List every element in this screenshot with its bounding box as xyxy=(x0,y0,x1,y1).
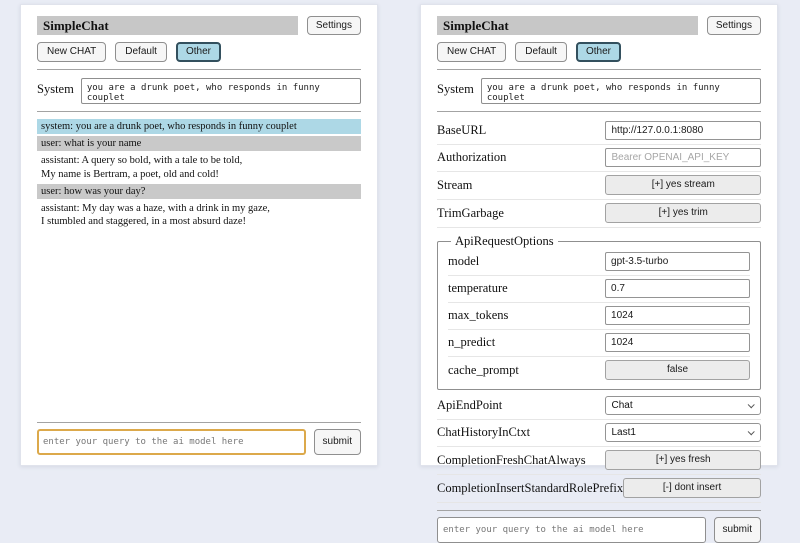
divider xyxy=(437,69,761,70)
query-input[interactable] xyxy=(37,429,306,455)
query-section: submit xyxy=(37,415,361,455)
chat-message-system: system: you are a drunk poet, who respon… xyxy=(37,119,361,135)
authorization-label: Authorization xyxy=(437,150,507,164)
base-url-row: BaseURL xyxy=(437,118,761,145)
session-toolbar: New CHAT Default Other xyxy=(37,42,361,62)
cache-prompt-row: cache_prompt false xyxy=(448,357,750,384)
api-request-options-fieldset: ApiRequestOptions model temperature max_… xyxy=(437,234,761,390)
trim-garbage-toggle-button[interactable]: [+] yes trim xyxy=(605,203,761,223)
stream-row: Stream [+] yes stream xyxy=(437,172,761,200)
session-default-button[interactable]: Default xyxy=(115,42,167,62)
divider xyxy=(437,111,761,112)
chat-history-select[interactable]: Last1 xyxy=(605,423,761,442)
cache-prompt-toggle-button[interactable]: false xyxy=(605,360,750,380)
settings-button[interactable]: Settings xyxy=(706,16,761,35)
stream-label: Stream xyxy=(437,177,473,192)
chevron-down-icon xyxy=(747,401,755,409)
submit-button[interactable]: submit xyxy=(313,429,361,455)
divider xyxy=(37,111,361,112)
stream-toggle-button[interactable]: [+] yes stream xyxy=(605,175,761,195)
session-other-button[interactable]: Other xyxy=(575,42,621,62)
completion-insert-prefix-row: CompletionInsertStandardRolePrefix [-] d… xyxy=(437,475,761,503)
trim-garbage-row: TrimGarbage [+] yes trim xyxy=(437,200,761,228)
chat-message-assistant: assistant: A query so bold, with a tale … xyxy=(41,155,243,180)
system-prompt-textarea[interactable]: you are a drunk poet, who responds in fu… xyxy=(480,78,761,104)
trim-garbage-label: TrimGarbage xyxy=(437,205,504,220)
temperature-input[interactable] xyxy=(605,279,750,298)
chat-history-value: Last1 xyxy=(611,427,636,438)
chat-messages: system: you are a drunk poet, who respon… xyxy=(37,119,361,232)
new-chat-button[interactable]: New CHAT xyxy=(37,42,107,62)
app-title: SimpleChat xyxy=(437,16,698,35)
model-input[interactable] xyxy=(605,252,750,271)
authorization-row: Authorization xyxy=(437,145,761,172)
model-row: model xyxy=(448,249,750,276)
app-header: SimpleChat Settings xyxy=(437,16,761,35)
api-endpoint-row: ApiEndPoint Chat xyxy=(437,393,761,420)
query-section: submit xyxy=(437,503,761,543)
query-row: submit xyxy=(437,517,761,543)
settings-button[interactable]: Settings xyxy=(306,16,361,35)
n-predict-label: n_predict xyxy=(448,335,496,349)
chat-message-assistant: assistant: My day was a haze, with a dri… xyxy=(41,203,270,228)
divider xyxy=(37,422,361,423)
app-title: SimpleChat xyxy=(37,16,298,35)
divider xyxy=(37,69,361,70)
n-predict-row: n_predict xyxy=(448,330,750,357)
divider xyxy=(437,510,761,511)
cache-prompt-label: cache_prompt xyxy=(448,362,519,377)
chat-panel: SimpleChat Settings New CHAT Default Oth… xyxy=(20,4,378,466)
model-label: model xyxy=(448,254,480,268)
api-request-options-legend: ApiRequestOptions xyxy=(455,234,554,248)
max-tokens-label: max_tokens xyxy=(448,308,509,322)
completion-insert-prefix-label: CompletionInsertStandardRolePrefix xyxy=(437,480,624,495)
session-toolbar: New CHAT Default Other xyxy=(437,42,761,62)
api-endpoint-select[interactable]: Chat xyxy=(605,396,761,415)
authorization-input[interactable] xyxy=(605,148,761,167)
n-predict-input[interactable] xyxy=(605,333,750,352)
system-prompt-textarea[interactable]: you are a drunk poet, who responds in fu… xyxy=(80,78,361,104)
settings-panel: SimpleChat Settings New CHAT Default Oth… xyxy=(420,4,778,543)
system-prompt-row: System you are a drunk poet, who respond… xyxy=(37,78,361,104)
system-prompt-row: System you are a drunk poet, who respond… xyxy=(437,78,761,104)
query-row: submit xyxy=(37,429,361,455)
max-tokens-input[interactable] xyxy=(605,306,750,325)
session-default-button[interactable]: Default xyxy=(515,42,567,62)
chat-history-row: ChatHistoryInCtxt Last1 xyxy=(437,420,761,447)
system-label: System xyxy=(437,82,474,96)
base-url-input[interactable] xyxy=(605,121,761,140)
query-input[interactable] xyxy=(437,517,706,543)
chat-history-label: ChatHistoryInCtxt xyxy=(437,425,531,439)
chevron-down-icon xyxy=(747,428,755,436)
base-url-label: BaseURL xyxy=(437,123,487,137)
max-tokens-row: max_tokens xyxy=(448,303,750,330)
chat-message-user: user: what is your name xyxy=(37,136,361,152)
temperature-label: temperature xyxy=(448,281,508,295)
submit-button[interactable]: submit xyxy=(713,517,761,543)
completion-fresh-label: CompletionFreshChatAlways xyxy=(437,452,586,467)
session-other-button[interactable]: Other xyxy=(175,42,221,62)
app-header: SimpleChat Settings xyxy=(37,16,361,35)
temperature-row: temperature xyxy=(448,276,750,303)
new-chat-button[interactable]: New CHAT xyxy=(437,42,507,62)
system-label: System xyxy=(37,82,74,96)
api-endpoint-value: Chat xyxy=(611,400,633,411)
completion-insert-prefix-toggle-button[interactable]: [-] dont insert xyxy=(623,478,761,498)
api-endpoint-label: ApiEndPoint xyxy=(437,398,503,412)
chat-message-user: user: how was your day? xyxy=(37,183,361,200)
completion-fresh-row: CompletionFreshChatAlways [+] yes fresh xyxy=(437,447,761,475)
completion-fresh-toggle-button[interactable]: [+] yes fresh xyxy=(605,450,761,470)
